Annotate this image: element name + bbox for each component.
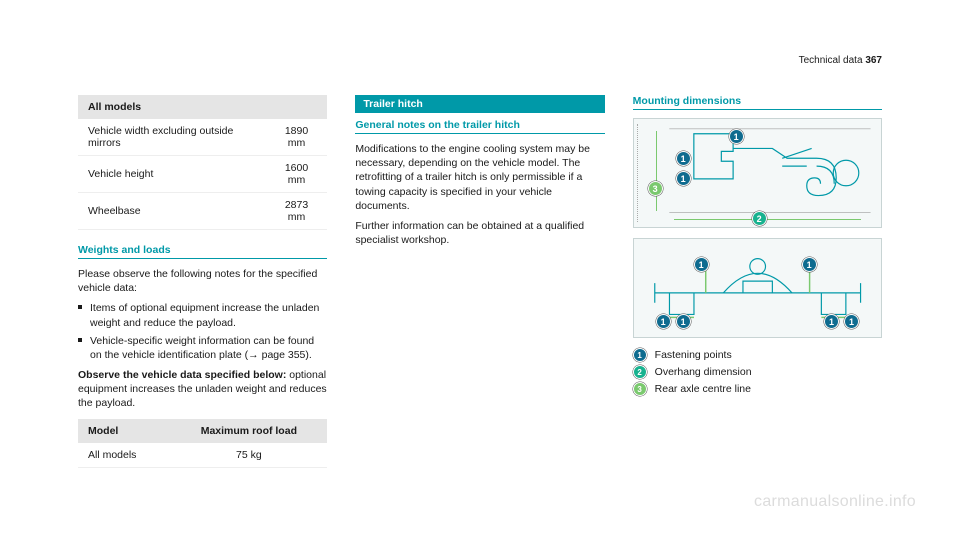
weights-bullets: Items of optional equipment increase the… <box>78 301 327 362</box>
legend-marker-3-icon: 3 <box>633 382 647 396</box>
column-1: All models Vehicle width excluding outsi… <box>78 95 327 468</box>
marker-1-icon: 1 <box>676 171 691 186</box>
dim-line-2 <box>674 219 861 221</box>
table-row: All models 75 kg <box>78 443 327 468</box>
legend-text: Rear axle centre line <box>655 383 751 395</box>
weights-loads-heading: Weights and loads <box>78 244 327 259</box>
marker-1-icon: 1 <box>729 129 744 144</box>
marker-1-icon: 1 <box>802 257 817 272</box>
hitch-side-figure: 1 1 1 3 2 <box>633 118 882 228</box>
cell-label: Vehicle width excluding outside mirrors <box>78 119 266 156</box>
legend-text: Fastening points <box>655 349 732 361</box>
dim-line-3 <box>656 131 658 211</box>
table-header: Model <box>78 419 170 443</box>
table-row: Vehicle height 1600 mm <box>78 156 327 193</box>
table-header: All models <box>78 95 327 119</box>
table-row: Vehicle width excluding outside mirrors … <box>78 119 327 156</box>
cell-label: All models <box>78 443 170 468</box>
header-section: Technical data <box>799 55 863 66</box>
cell-value: 1600 mm <box>266 156 328 193</box>
column-3: Mounting dimensions 1 1 1 3 <box>633 95 882 468</box>
trailer-hitch-bar: Trailer hitch <box>355 95 604 113</box>
table-header: Maximum roof load <box>170 419 327 443</box>
marker-1-icon: 1 <box>656 314 671 329</box>
watermark: carmanualsonline.info <box>754 493 916 511</box>
list-item: Items of optional equipment increase the… <box>78 301 327 329</box>
trailer-p1: Modifications to the engine cooling syst… <box>355 142 604 213</box>
marker-1-icon: 1 <box>824 314 839 329</box>
observe-strong: Observe the vehicle data specified below… <box>78 369 286 381</box>
legend-item: 2 Overhang dimension <box>633 365 882 379</box>
legend-item: 3 Rear axle centre line <box>633 382 882 396</box>
figure-legend: 1 Fastening points 2 Overhang dimension … <box>633 348 882 396</box>
cell-label: Vehicle height <box>78 156 266 193</box>
marker-1-icon: 1 <box>676 314 691 329</box>
weights-intro: Please observe the following notes for t… <box>78 267 327 295</box>
legend-marker-2-icon: 2 <box>633 365 647 379</box>
legend-text: Overhang dimension <box>655 366 752 378</box>
page-header: Technical data 367 <box>799 55 882 66</box>
marker-1-icon: 1 <box>694 257 709 272</box>
legend-item: 1 Fastening points <box>633 348 882 362</box>
observe-note: Observe the vehicle data specified below… <box>78 368 327 411</box>
marker-1-icon: 1 <box>676 151 691 166</box>
general-notes-heading: General notes on the trailer hitch <box>355 119 604 134</box>
roof-load-table: Model Maximum roof load All models 75 kg <box>78 419 327 468</box>
mounting-dims-heading: Mounting dimensions <box>633 95 882 110</box>
trailer-p2: Further information can be obtained at a… <box>355 219 604 247</box>
column-2: Trailer hitch General notes on the trail… <box>355 95 604 468</box>
legend-marker-1-icon: 1 <box>633 348 647 362</box>
list-item: Vehicle-specific weight information can … <box>78 334 327 362</box>
hitch-rear-figure: 1 1 1 1 1 1 <box>633 238 882 338</box>
dimensions-table: All models Vehicle width excluding outsi… <box>78 95 327 230</box>
cell-value: 75 kg <box>170 443 327 468</box>
marker-1-icon: 1 <box>844 314 859 329</box>
marker-3-icon: 3 <box>648 181 663 196</box>
table-row: Wheelbase 2873 mm <box>78 193 327 230</box>
cell-label: Wheelbase <box>78 193 266 230</box>
header-page-number: 367 <box>865 55 882 66</box>
cell-value: 2873 mm <box>266 193 328 230</box>
cell-value: 1890 mm <box>266 119 328 156</box>
marker-2-icon: 2 <box>752 211 767 226</box>
